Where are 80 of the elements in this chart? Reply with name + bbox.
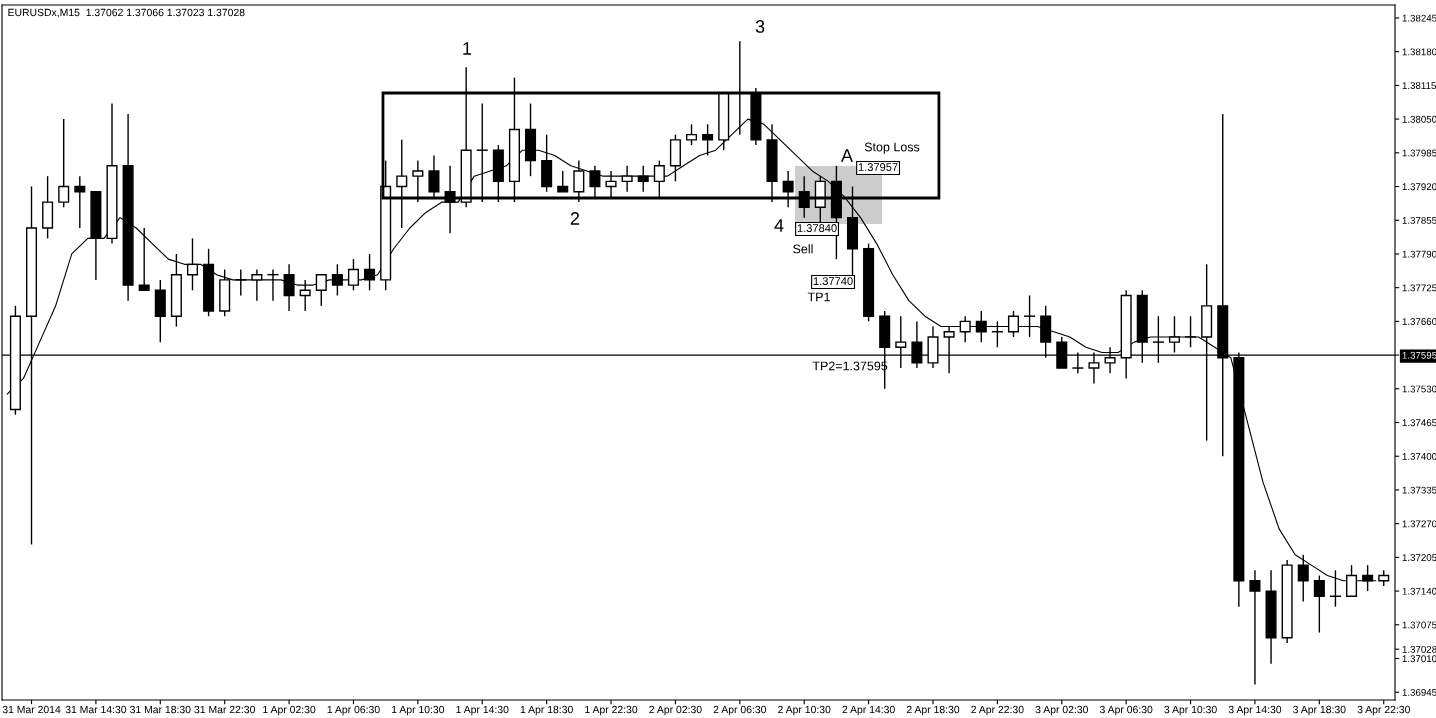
x-tick-label: 3 Apr 10:30 bbox=[1164, 705, 1217, 716]
y-tick-label: 1.37335 bbox=[1402, 486, 1436, 494]
candlestick bbox=[347, 258, 359, 291]
x-tick-label: 1 Apr 10:30 bbox=[392, 705, 445, 716]
y-tick-label: 1.37660 bbox=[1402, 318, 1436, 325]
x-tick-label: 3 Apr 02:30 bbox=[1035, 705, 1089, 716]
annotation: 1.37740 bbox=[813, 277, 853, 286]
y-tick-label: 1.37400 bbox=[1402, 452, 1436, 460]
annotation: 1.37957 bbox=[858, 163, 898, 171]
candlestick bbox=[621, 165, 633, 193]
candlestick bbox=[331, 263, 343, 297]
annotation: A bbox=[841, 149, 853, 162]
candlestick bbox=[235, 268, 247, 297]
x-tick-label: 1 Apr 14:30 bbox=[456, 705, 509, 716]
y-tick-label: 1.36945 bbox=[1402, 688, 1436, 696]
chart-title: EURUSDx,M15 1.37062 1.37066 1.37023 1.37028 bbox=[8, 8, 245, 18]
annotation: Sell bbox=[793, 244, 813, 254]
y-tick-label: 1.37205 bbox=[1402, 554, 1436, 561]
candlestick bbox=[315, 274, 327, 307]
candlestick bbox=[557, 170, 569, 193]
annotation: Stop Loss bbox=[864, 142, 920, 154]
annotation: 3 bbox=[755, 20, 765, 33]
x-tick-label: 31 Mar 22:30 bbox=[194, 705, 255, 714]
y-tick-label: 1.37465 bbox=[1402, 419, 1436, 427]
candlestick bbox=[1185, 315, 1197, 349]
y-tick-label: 1.37595 bbox=[1402, 351, 1436, 359]
x-tick-label: 1 Apr 18:30 bbox=[520, 705, 573, 716]
y-tick-label: 1.37855 bbox=[1402, 216, 1436, 224]
y-tick-label: 1.38115 bbox=[1402, 82, 1436, 90]
candlestick bbox=[637, 165, 649, 193]
candlestick bbox=[74, 175, 86, 229]
x-tick-label: 2 Apr 22:30 bbox=[971, 705, 1024, 716]
x-tick-label: 1 Apr 06:30 bbox=[327, 705, 380, 716]
candlestick bbox=[1249, 569, 1261, 686]
x-tick-label: 1 Apr 02:30 bbox=[263, 705, 316, 716]
x-tick-label: 3 Apr 14:30 bbox=[1228, 705, 1282, 716]
candlestick bbox=[702, 123, 714, 157]
candlestick bbox=[58, 118, 70, 208]
y-tick-label: 1.37270 bbox=[1402, 520, 1436, 528]
x-tick-label: 1 Apr 22:30 bbox=[585, 705, 638, 716]
y-tick-label: 1.37010 bbox=[1402, 655, 1436, 663]
x-tick-label: 31 Mar 14:30 bbox=[65, 705, 127, 714]
candlestick bbox=[685, 123, 698, 146]
x-tick-label: 2 Apr 02:30 bbox=[649, 705, 702, 716]
candlestick bbox=[251, 268, 263, 302]
y-tick-label: 1.37028 bbox=[1402, 645, 1436, 653]
y-tick-label: 1.37920 bbox=[1402, 183, 1436, 191]
candlestick bbox=[186, 237, 199, 291]
y-tick-label: 1.37985 bbox=[1402, 149, 1436, 157]
annotation: 2 bbox=[570, 212, 580, 225]
candlestick bbox=[975, 310, 987, 343]
candlestick bbox=[1313, 574, 1325, 634]
y-tick-label: 1.37530 bbox=[1402, 385, 1436, 393]
candlestick bbox=[299, 279, 311, 312]
x-tick-label: 31 Mar 18:30 bbox=[130, 705, 191, 714]
candlestick bbox=[138, 227, 150, 291]
x-tick-label: 2 Apr 14:30 bbox=[842, 705, 895, 716]
annotation: TP1 bbox=[807, 292, 830, 302]
candlestick bbox=[283, 263, 295, 312]
x-tick-label: 3 Apr 06:30 bbox=[1099, 705, 1153, 716]
y-tick-label: 1.38180 bbox=[1402, 48, 1436, 56]
candlestick bbox=[1024, 294, 1036, 338]
annotation: 4 bbox=[774, 219, 784, 232]
y-tick-label: 1.37725 bbox=[1402, 284, 1436, 292]
annotation: 1.37840 bbox=[797, 224, 837, 232]
annotation: 1 bbox=[463, 42, 472, 55]
candlestick bbox=[959, 315, 971, 343]
x-tick-label: 3 Apr 22:30 bbox=[1357, 705, 1410, 716]
x-tick-label: 3 Apr 18:30 bbox=[1293, 705, 1346, 716]
candlestick bbox=[364, 253, 376, 291]
x-tick-label: 2 Apr 18:30 bbox=[906, 705, 960, 716]
x-tick-label: 2 Apr 10:30 bbox=[778, 705, 831, 716]
candlestick bbox=[1007, 310, 1020, 338]
x-tick-label: 31 Mar 2014 bbox=[2, 705, 61, 714]
y-tick-label: 1.38050 bbox=[1402, 115, 1436, 123]
y-tick-label: 1.37790 bbox=[1402, 250, 1436, 258]
y-tick-label: 1.37075 bbox=[1402, 621, 1436, 629]
y-tick-label: 1.37140 bbox=[1402, 587, 1436, 595]
x-tick-label: 2 Apr 06:30 bbox=[713, 705, 767, 716]
y-tick-label: 1.38245 bbox=[1402, 14, 1436, 22]
